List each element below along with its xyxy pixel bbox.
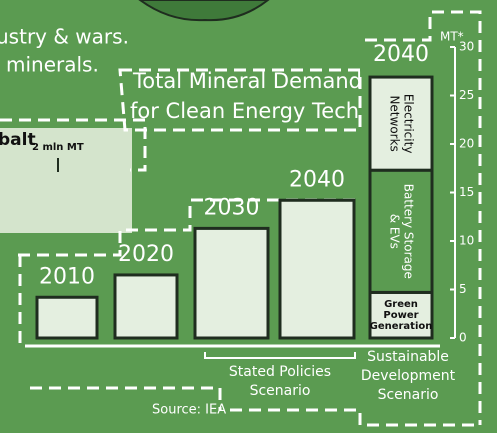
panel-label: balt: [0, 130, 36, 150]
rock-illustration: [138, 0, 270, 22]
group-label: Sustainable: [367, 349, 449, 365]
y-tick-label: 25: [459, 88, 474, 102]
category-label: 2030: [204, 195, 260, 220]
category-label: 2040: [289, 167, 345, 192]
stack-segment: [368, 75, 434, 172]
segment-label: Networks: [388, 95, 402, 151]
bar: [193, 226, 270, 340]
y-tick-label: 0: [459, 331, 467, 345]
segment-label: Generation: [370, 321, 433, 332]
group-label: Scenario: [250, 383, 311, 399]
y-tick-label: 15: [459, 185, 474, 199]
y-tick-label: 20: [459, 137, 474, 151]
group-label: Stated Policies: [229, 364, 331, 380]
bar: [278, 198, 356, 340]
category-label: 2020: [118, 242, 174, 267]
stack-segment: [368, 290, 434, 340]
top-text: minerals.: [6, 53, 99, 77]
bar: [113, 273, 179, 340]
segment-label: Power: [383, 310, 418, 321]
segment-label: Battery Storage: [402, 184, 416, 279]
bar: [35, 295, 99, 340]
y-axis-label: MT*: [440, 30, 464, 44]
group-bracket: [204, 352, 356, 359]
segment-label: Electricity: [402, 94, 416, 154]
category-label: 2010: [39, 264, 95, 289]
y-tick-label: 30: [459, 40, 474, 54]
y-tick-label: 10: [459, 234, 474, 248]
source: Source: IEA: [152, 403, 226, 418]
chart-title: for Clean Energy Tech: [130, 99, 359, 123]
panel-scale: 2 mln MT: [32, 142, 84, 153]
top-text: ustry & wars.: [0, 25, 129, 49]
y-tick-label: 5: [459, 282, 467, 296]
group-label: Scenario: [378, 387, 439, 403]
category-label: 2040: [373, 42, 429, 67]
segment-label: & EVs: [388, 214, 402, 249]
group-label: Development: [361, 368, 456, 384]
frame-border: [18, 10, 482, 427]
title-box: [118, 68, 362, 132]
segment-label: Green: [384, 299, 418, 310]
chart-title: Total Mineral Demand: [132, 69, 362, 93]
left-panel: [0, 128, 132, 233]
